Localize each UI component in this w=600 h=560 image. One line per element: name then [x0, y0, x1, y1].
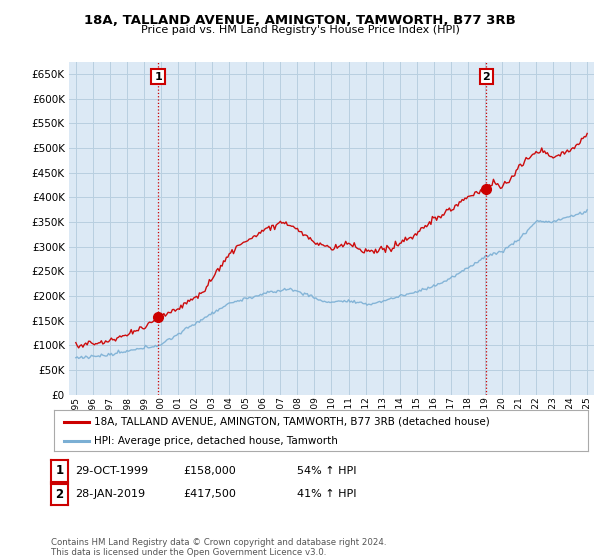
Text: £417,500: £417,500 [183, 489, 236, 500]
Text: 18A, TALLAND AVENUE, AMINGTON, TAMWORTH, B77 3RB (detached house): 18A, TALLAND AVENUE, AMINGTON, TAMWORTH,… [94, 417, 490, 427]
Text: Price paid vs. HM Land Registry's House Price Index (HPI): Price paid vs. HM Land Registry's House … [140, 25, 460, 35]
Text: 18A, TALLAND AVENUE, AMINGTON, TAMWORTH, B77 3RB: 18A, TALLAND AVENUE, AMINGTON, TAMWORTH,… [84, 14, 516, 27]
Text: £158,000: £158,000 [183, 466, 236, 476]
Text: 2: 2 [482, 72, 490, 82]
Text: 28-JAN-2019: 28-JAN-2019 [75, 489, 145, 500]
Text: 1: 1 [154, 72, 162, 82]
Text: Contains HM Land Registry data © Crown copyright and database right 2024.
This d: Contains HM Land Registry data © Crown c… [51, 538, 386, 557]
Text: 54% ↑ HPI: 54% ↑ HPI [297, 466, 356, 476]
Text: 2: 2 [55, 488, 64, 501]
Text: HPI: Average price, detached house, Tamworth: HPI: Average price, detached house, Tamw… [94, 436, 338, 446]
Text: 41% ↑ HPI: 41% ↑ HPI [297, 489, 356, 500]
Text: 29-OCT-1999: 29-OCT-1999 [75, 466, 148, 476]
Text: 1: 1 [55, 464, 64, 478]
